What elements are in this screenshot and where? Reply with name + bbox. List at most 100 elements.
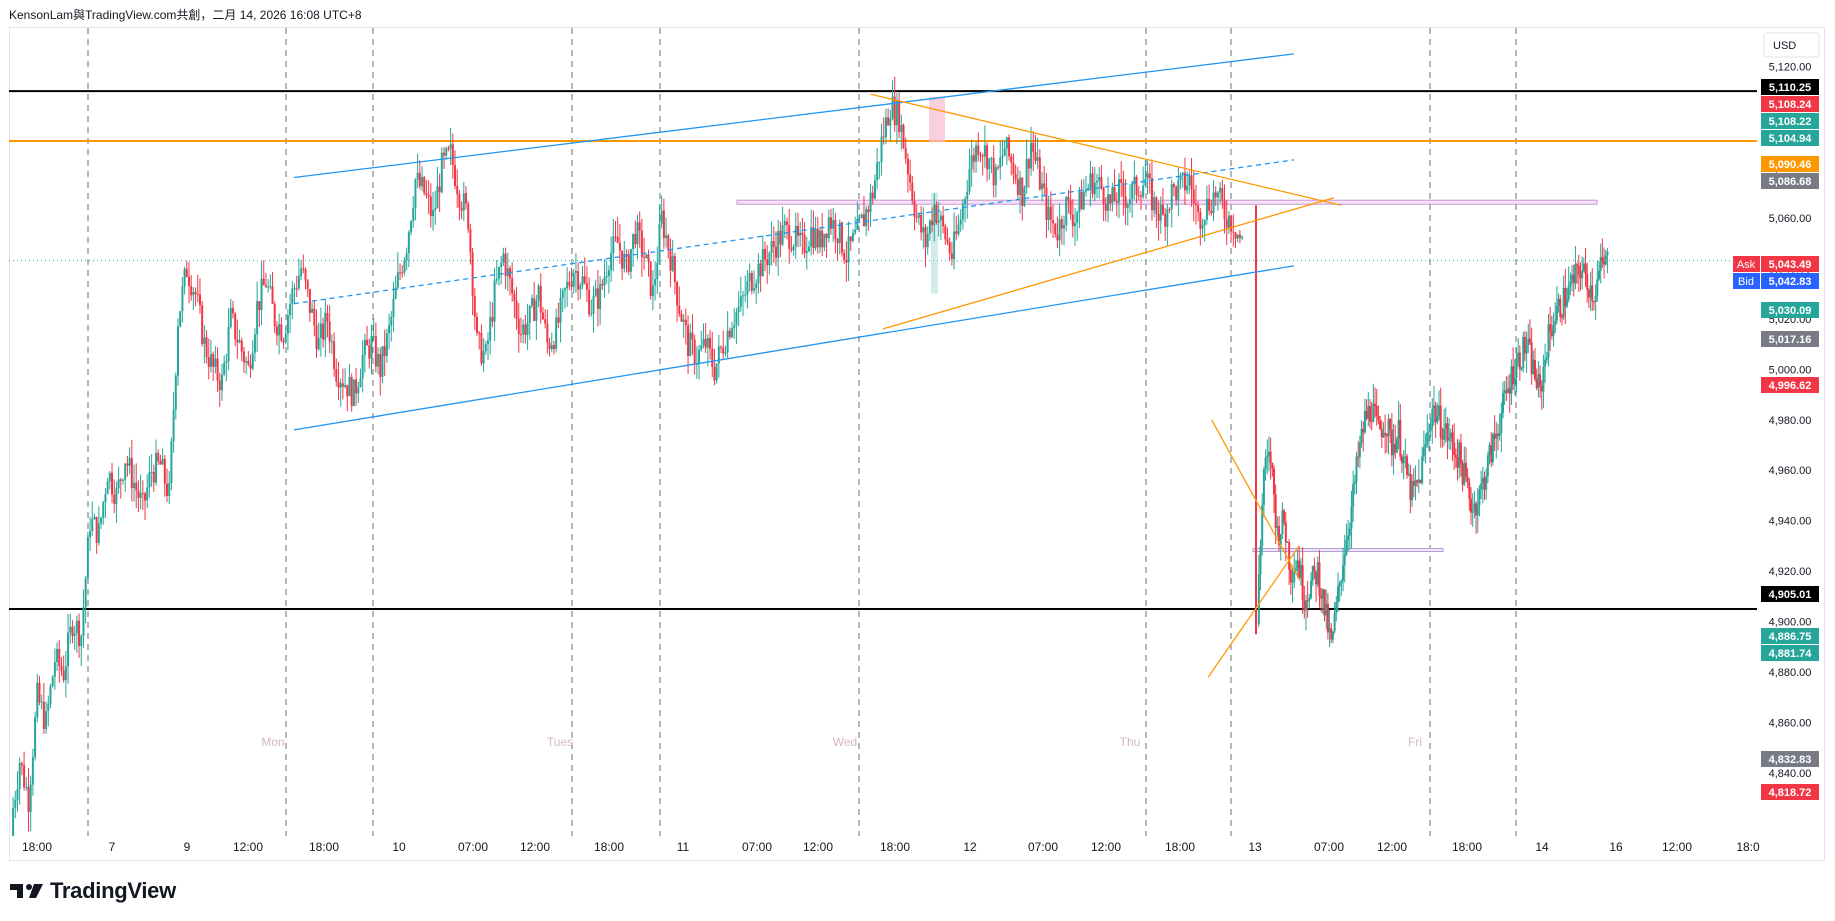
candle-body: [166, 483, 168, 496]
candle-body: [370, 336, 373, 359]
candle-body: [882, 136, 885, 138]
price-label-box: [1761, 751, 1819, 767]
candle-body: [486, 340, 489, 344]
chart-frame[interactable]: [9, 27, 1825, 861]
candle-body: [447, 148, 450, 150]
candle-body: [1448, 437, 1451, 441]
candle-body: [1170, 184, 1173, 210]
candle-body: [1490, 444, 1493, 463]
plot-area: Mon Tues Wed Thu Fri: [9, 28, 1757, 836]
candle-body: [1478, 489, 1481, 506]
candle-body: [322, 323, 325, 340]
candle-body: [689, 332, 692, 357]
candle-body: [1330, 628, 1333, 640]
candle-body: [779, 230, 782, 245]
candle-body: [396, 272, 399, 288]
candle-body: [62, 670, 65, 681]
candle-body: [258, 301, 261, 310]
candle-body: [1286, 542, 1289, 544]
candle-body: [1491, 434, 1494, 463]
candle-body: [339, 383, 342, 388]
candle-body: [1594, 295, 1597, 302]
candle-body: [880, 136, 883, 163]
tradingview-logo[interactable]: TradingView: [10, 878, 176, 904]
candle-body: [1483, 477, 1486, 490]
candle-body: [1288, 542, 1291, 570]
candle-body: [155, 452, 158, 483]
candle-body: [884, 117, 887, 137]
x-axis-tick-label: 18:00: [1165, 840, 1195, 854]
candle-body: [860, 214, 863, 218]
candle-body: [1192, 189, 1195, 204]
price-label-text: 5,104.94: [1769, 133, 1813, 145]
price-label-box: [1761, 256, 1819, 272]
candle-body: [163, 458, 166, 484]
candle-body: [122, 479, 125, 481]
candle-body: [1274, 494, 1277, 528]
candle-body: [986, 145, 989, 170]
candle-body: [141, 493, 144, 495]
candle-body: [1422, 447, 1425, 457]
candle-body: [119, 479, 122, 481]
candle-body: [1468, 482, 1471, 499]
candle-body: [665, 235, 668, 239]
candle-body: [1498, 433, 1501, 436]
candle-body: [893, 96, 896, 126]
price-label-text: 4,818.72: [1769, 787, 1812, 799]
price-label-box: [1761, 628, 1819, 644]
candle-body: [1399, 419, 1402, 457]
candle-body: [330, 341, 333, 343]
candle-body: [1535, 378, 1538, 388]
candle-body: [352, 379, 355, 406]
candle-body: [1041, 183, 1044, 190]
candle-body: [684, 319, 687, 326]
candle-body: [429, 196, 432, 216]
candle-body: [1582, 263, 1585, 271]
candle-body: [174, 375, 177, 410]
candle-body: [348, 377, 351, 397]
x-axis-tick-label: 12:00: [233, 840, 263, 854]
candle-body: [638, 222, 641, 231]
candle-body: [71, 626, 74, 637]
candle-body: [1139, 195, 1142, 197]
candle-body: [403, 260, 406, 273]
candle-body: [539, 285, 542, 313]
x-axis-tick-label: 18:00: [1452, 840, 1482, 854]
candle-body: [1012, 162, 1015, 175]
price-label-text: 5,042.83: [1769, 276, 1812, 288]
candle-body: [111, 472, 114, 495]
candle-body: [1421, 456, 1424, 484]
candle-body: [1203, 219, 1206, 226]
candle-body: [1146, 173, 1149, 180]
price-label-text: 5,110.25: [1769, 82, 1811, 94]
candle-body: [1272, 468, 1275, 495]
candle-body: [311, 308, 314, 313]
candle-body: [900, 124, 903, 133]
candle-body: [133, 482, 136, 489]
candle-body: [836, 239, 839, 244]
candle-body: [568, 281, 571, 286]
candle-body: [1230, 215, 1233, 232]
candle-body: [845, 260, 848, 263]
candle-body: [216, 358, 219, 381]
candle-body: [851, 232, 854, 242]
candle-body: [997, 167, 1000, 169]
candle-body: [856, 218, 859, 230]
trend-line: [293, 265, 1294, 431]
candle-body: [1459, 442, 1462, 464]
candle-body: [480, 332, 483, 364]
candle-body: [1298, 560, 1301, 578]
candle-body: [80, 636, 83, 647]
candle-body: [829, 217, 832, 229]
candle-body: [561, 290, 564, 298]
candle-body: [1313, 565, 1316, 572]
candle-body: [1439, 405, 1442, 438]
candle-body: [328, 321, 331, 342]
candle-body: [528, 305, 531, 323]
candle-body: [1098, 176, 1101, 181]
candle-body: [1164, 214, 1167, 227]
price-label-box: [1761, 96, 1819, 112]
candle-body: [1293, 571, 1296, 582]
candle-body: [42, 701, 45, 730]
